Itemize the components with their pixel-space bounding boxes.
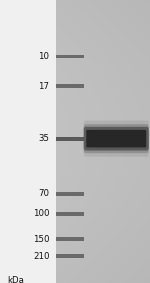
FancyBboxPatch shape: [84, 127, 149, 151]
FancyBboxPatch shape: [56, 192, 84, 196]
FancyBboxPatch shape: [56, 254, 84, 258]
Text: 70: 70: [39, 189, 50, 198]
FancyBboxPatch shape: [84, 121, 149, 157]
Text: 210: 210: [33, 252, 50, 261]
FancyBboxPatch shape: [56, 137, 84, 140]
FancyBboxPatch shape: [56, 137, 84, 140]
Bar: [0, 0, 56, 283]
FancyBboxPatch shape: [56, 55, 84, 58]
FancyBboxPatch shape: [86, 130, 146, 147]
FancyBboxPatch shape: [56, 84, 84, 88]
FancyBboxPatch shape: [56, 237, 84, 241]
Text: 150: 150: [33, 235, 50, 244]
Text: 35: 35: [39, 134, 50, 143]
Text: 17: 17: [39, 82, 50, 91]
Text: kDa: kDa: [8, 276, 24, 283]
Text: 10: 10: [39, 52, 50, 61]
FancyBboxPatch shape: [56, 212, 84, 216]
FancyBboxPatch shape: [84, 124, 149, 153]
Text: 100: 100: [33, 209, 50, 218]
